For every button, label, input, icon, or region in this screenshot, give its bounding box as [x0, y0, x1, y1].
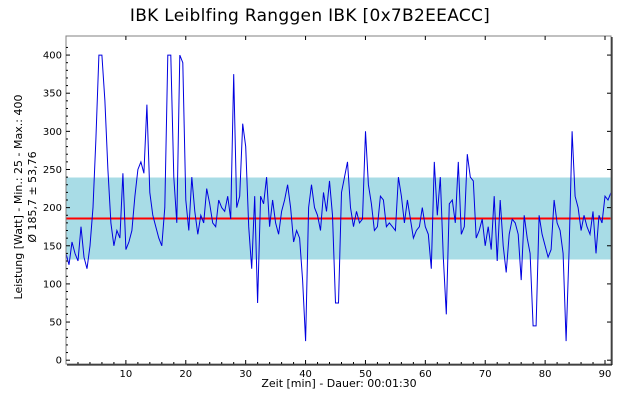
- x-tick-label: 70: [479, 369, 492, 380]
- y-tick-label: 350: [43, 89, 62, 100]
- y-tick-label: 0: [56, 356, 62, 367]
- x-tick-label: 60: [419, 369, 432, 380]
- y-axis-label: Leistung [Watt] - Min.: 25 - Max.: 400: [12, 95, 25, 300]
- x-tick-label: 10: [120, 369, 133, 380]
- series-layer: [65, 54, 612, 342]
- y-tick-label: 250: [43, 165, 62, 176]
- x-axis-label: Zeit [min] - Dauer: 00:01:30: [261, 377, 416, 390]
- y-axis-stats-label: Ø 185,7 ± 53,76: [26, 151, 39, 242]
- x-tick-label: 80: [539, 369, 552, 380]
- y-tick-label: 300: [43, 127, 62, 138]
- y-tick-label: 200: [43, 203, 62, 214]
- ticks-layer: 0 50 100 150 200 250 300 350 400 10 20 30 40 50 60 70 80…: [43, 36, 611, 380]
- x-tick-label: 30: [239, 369, 252, 380]
- y-tick-label: 100: [43, 279, 62, 290]
- y-tick-label: 50: [49, 318, 62, 329]
- x-tick-label: 90: [599, 369, 612, 380]
- x-tick-label: 40: [299, 369, 312, 380]
- series-line: [65, 54, 612, 342]
- x-tick-label: 50: [359, 369, 372, 380]
- x-tick-label: 20: [179, 369, 192, 380]
- y-tick-label: 150: [43, 241, 62, 252]
- y-tick-label: 400: [43, 51, 62, 62]
- chart-title: IBK Leiblfing Ranggen IBK [0x7B2EEACC]: [129, 6, 491, 26]
